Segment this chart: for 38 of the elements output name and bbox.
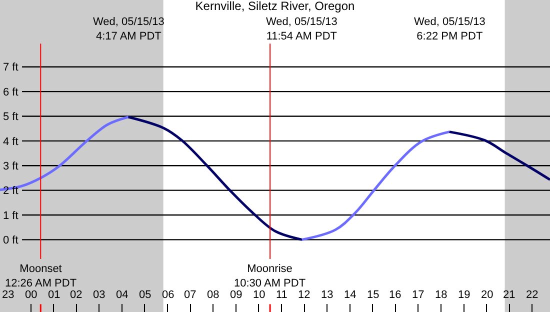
x-tick-label: 19 xyxy=(458,289,470,301)
x-tick-label: 08 xyxy=(207,289,220,301)
x-tick-label: 01 xyxy=(48,289,60,301)
x-tick-label: 03 xyxy=(93,289,106,301)
chart-title: Kernville, Siletz River, Oregon xyxy=(195,0,355,13)
x-tick-label: 06 xyxy=(162,289,174,301)
x-tick-label: 13 xyxy=(321,289,334,301)
x-tick-label: 12 xyxy=(298,289,310,301)
annotation: Wed, 05/15/13 11:54 AM PDT xyxy=(266,16,338,42)
x-tick-label: 07 xyxy=(184,289,196,301)
x-tick-label: 14 xyxy=(344,289,356,301)
x-tick-label: 21 xyxy=(503,289,516,301)
x-tick-label: 00 xyxy=(25,289,38,301)
x-tick-label: 15 xyxy=(367,289,380,301)
x-tick-label: 11 xyxy=(276,289,288,301)
ref-line-label: Moonset 12:26 AM PDT xyxy=(5,263,77,290)
y-tick-label: 2 ft xyxy=(3,185,18,198)
y-tick-label: 0 ft xyxy=(3,234,18,247)
y-tick-label: 6 ft xyxy=(3,86,18,98)
y-tick-label: 5 ft xyxy=(3,111,18,124)
x-tick-label: 09 xyxy=(230,289,242,301)
x-tick-label: 23 xyxy=(2,289,14,301)
x-tick-label: 02 xyxy=(70,289,82,301)
y-tick-label: 3 ft xyxy=(3,160,18,172)
y-tick-label: 4 ft xyxy=(3,136,18,148)
x-tick-label: 10 xyxy=(253,289,266,301)
x-tick-label: 16 xyxy=(389,289,402,301)
annotation: Wed, 05/15/13 6:22 PM PDT xyxy=(414,16,486,42)
x-tick-label: 22 xyxy=(526,289,538,301)
y-tick-label: 1 ft xyxy=(3,210,18,222)
x-tick-label: 18 xyxy=(435,289,448,301)
annotation: Wed, 05/15/13 4:17 AM PDT xyxy=(93,16,164,42)
x-tick-label: 17 xyxy=(412,289,424,301)
x-tick-label: 05 xyxy=(139,289,152,301)
x-tick-label: 20 xyxy=(481,289,494,301)
x-tick-label: 04 xyxy=(116,289,128,301)
ref-line-label: Moonrise 10:30 AM PDT xyxy=(234,263,306,290)
y-tick-label: 7 ft xyxy=(3,62,18,74)
